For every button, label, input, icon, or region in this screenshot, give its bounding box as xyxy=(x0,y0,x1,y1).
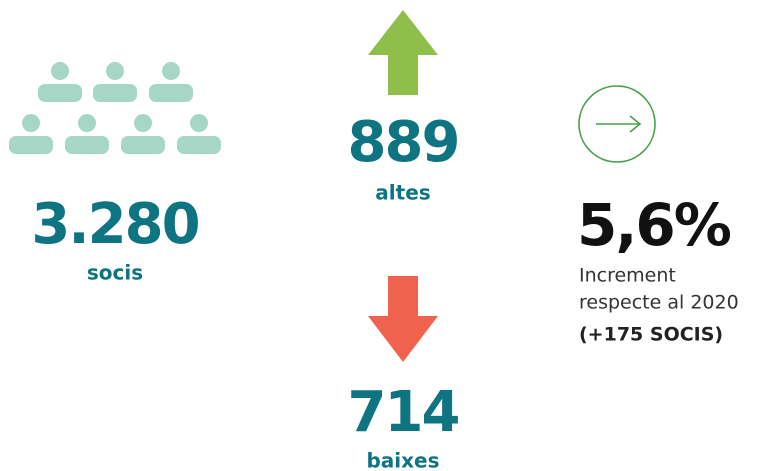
new-label: altes xyxy=(375,181,430,205)
growth-detail: (+175 SOCIS) xyxy=(579,324,723,346)
up-arrow xyxy=(368,10,438,95)
down-arrow xyxy=(368,276,438,362)
growth-value: 5,6% xyxy=(577,191,731,259)
people-icon xyxy=(9,62,221,154)
members-value: 3.280 xyxy=(31,192,198,257)
growth-text: respecte al 2020 xyxy=(579,292,739,314)
left-label: baixes xyxy=(366,449,439,471)
growth-icon xyxy=(578,85,656,163)
new-value: 889 xyxy=(348,110,459,175)
growth-text: Increment xyxy=(579,265,676,287)
members-label: socis xyxy=(87,261,143,285)
left-value: 714 xyxy=(348,380,459,445)
